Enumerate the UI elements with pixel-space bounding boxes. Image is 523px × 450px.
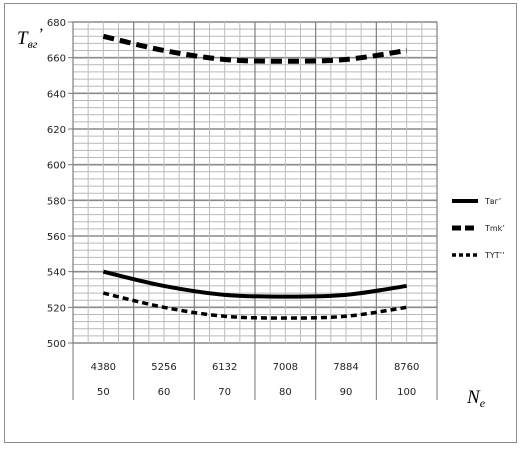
x-tick-label-row2: 50: [97, 387, 110, 398]
x-category-table: 4380 5256 6132 7008 7884 8760 50 60 70 80 90 100: [72, 343, 438, 400]
y-tick-label: 560: [47, 232, 66, 243]
y-tick-labels: 500 520 540 560 580 600 620 640 660 680: [47, 18, 73, 350]
legend: Tвг’ Tmk’ TYT’’: [452, 197, 505, 260]
legend-label: Tвг’: [484, 197, 501, 206]
y-axis-label: Tвг’: [17, 26, 43, 51]
series-line-dotted: [102, 291, 407, 320]
legend-label: TYT’’: [484, 251, 505, 260]
series-lines: [102, 33, 408, 320]
y-tick-label: 580: [47, 196, 66, 207]
chart-frame: [4, 3, 517, 443]
x-tick-label-row2: 70: [218, 387, 231, 398]
y-tick-label: 620: [47, 125, 66, 136]
y-tick-label: 500: [47, 339, 66, 350]
x-tick-label-row2: 100: [397, 387, 416, 398]
x-tick-label-row2: 80: [279, 387, 292, 398]
y-tick-label: 520: [47, 303, 66, 314]
x-tick-label-row1: 4380: [91, 362, 116, 373]
x-tick-label-row1: 6132: [212, 362, 237, 373]
x-tick-label-row1: 8760: [394, 362, 419, 373]
x-tick-label-row1: 7008: [273, 362, 298, 373]
y-tick-label: 640: [47, 89, 66, 100]
series-line-solid: [102, 269, 407, 299]
series-line-dashed: [102, 33, 408, 64]
x-tick-label-row1: 7884: [333, 362, 358, 373]
x-tick-label-row2: 60: [158, 387, 171, 398]
y-tick-label: 660: [47, 54, 66, 65]
x-axis-label: Ne: [466, 387, 486, 410]
y-tick-label: 680: [47, 18, 66, 29]
legend-label: Tmk’: [484, 224, 505, 233]
x-tick-label-row1: 5256: [151, 362, 176, 373]
y-tick-label: 600: [47, 161, 66, 172]
y-tick-label: 540: [47, 268, 66, 279]
x-tick-label-row2: 90: [340, 387, 353, 398]
